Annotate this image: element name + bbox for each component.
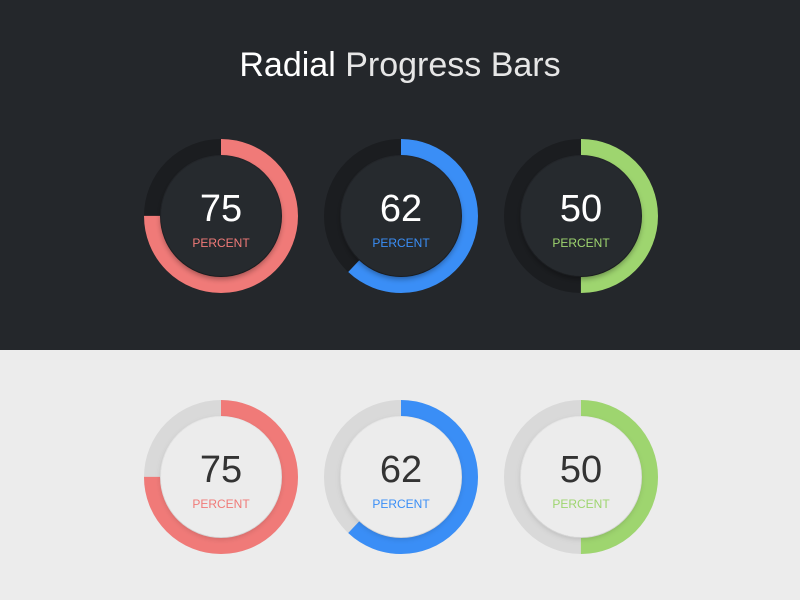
dial-label: PERCENT: [192, 236, 250, 250]
radial-dial: 50 PERCENT: [504, 400, 658, 554]
dial-progress: [504, 400, 658, 554]
title-strong: Radial: [239, 46, 335, 84]
dial-label: PERCENT: [372, 236, 430, 250]
radial-dial: 75 PERCENT: [144, 139, 298, 293]
radial-dial: 62 PERCENT: [324, 139, 478, 293]
dial-progress: [504, 139, 658, 293]
dial-progress: [324, 400, 478, 554]
dial-inner: [341, 156, 461, 276]
dial-label: PERCENT: [552, 236, 610, 250]
radial-dial: 62 PERCENT: [324, 400, 478, 554]
dial-inner: [161, 156, 281, 276]
dial-inner: [521, 417, 641, 537]
dial-progress: [324, 139, 478, 293]
dial-value: 75: [200, 188, 242, 230]
dial-progress: [144, 139, 298, 293]
dial-inner: [161, 417, 281, 537]
dial-label: PERCENT: [372, 497, 430, 511]
dial-inner: [341, 417, 461, 537]
title-rest: Progress Bars: [345, 46, 560, 84]
dial-value: 50: [560, 449, 602, 491]
dial-inner: [521, 156, 641, 276]
dial-value: 75: [200, 449, 242, 491]
page-title: Radial Progress Bars: [239, 46, 560, 84]
dial-value: 50: [560, 188, 602, 230]
dial-label: PERCENT: [192, 497, 250, 511]
dial-label: PERCENT: [552, 497, 610, 511]
dial-value: 62: [380, 188, 422, 230]
dial-progress: [144, 400, 298, 554]
radial-dial: 50 PERCENT: [504, 139, 658, 293]
radial-dial: 75 PERCENT: [144, 400, 298, 554]
dial-value: 62: [380, 449, 422, 491]
